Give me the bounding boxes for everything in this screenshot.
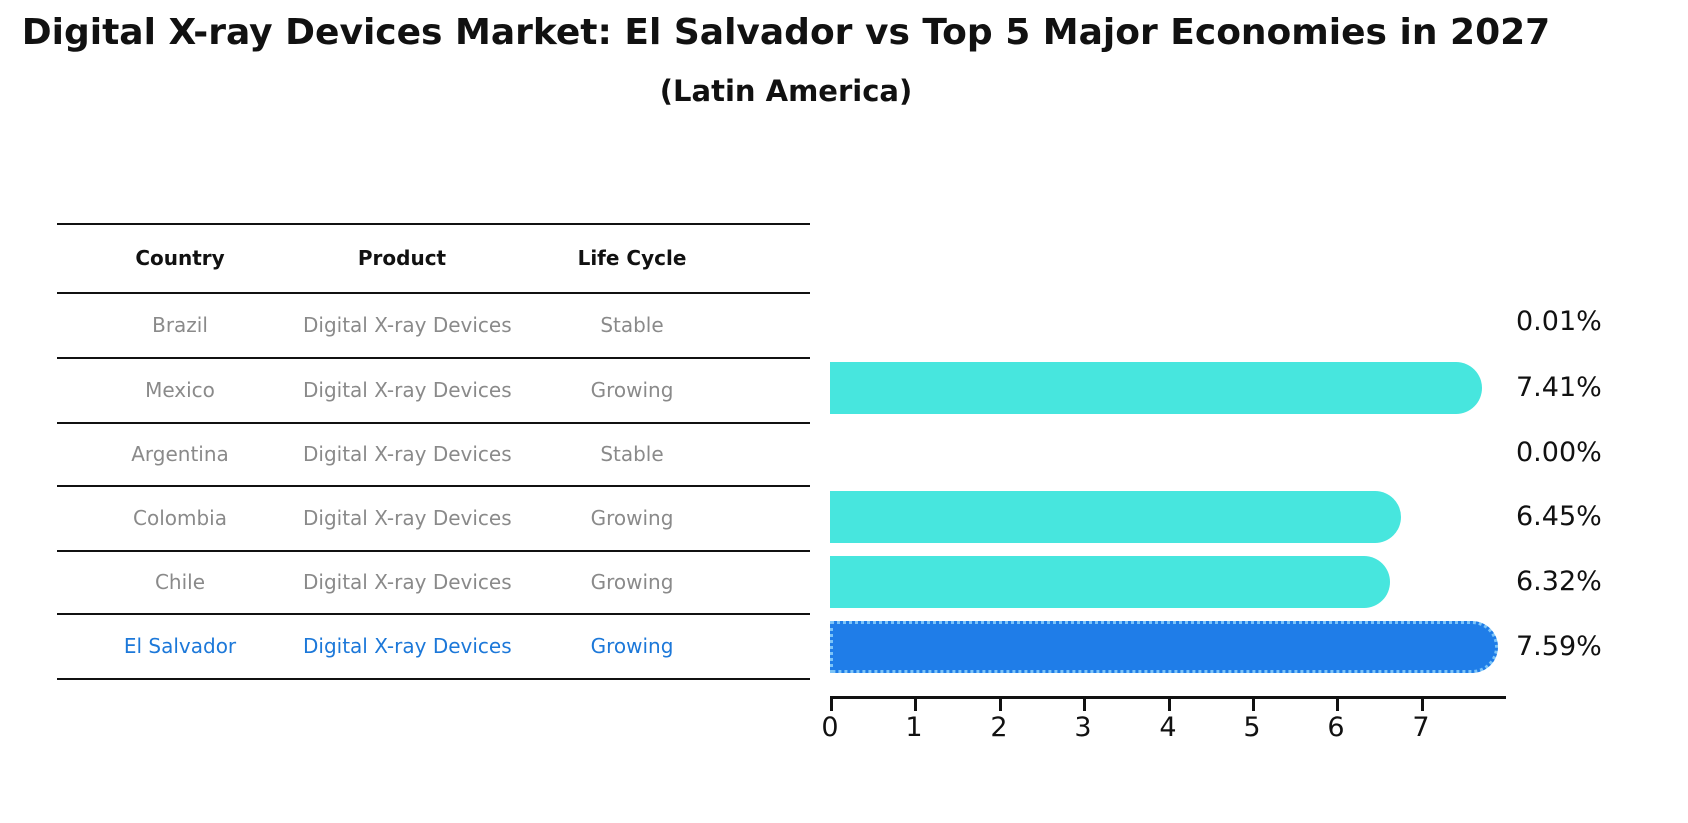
country-cell: Argentina [131,441,229,466]
table-row: Colombia Digital X-ray Devices Growing [57,485,810,550]
x-tick-label: 5 [1243,712,1261,743]
product-cell: Digital X-ray Devices [303,505,512,530]
table-rule [57,613,810,615]
column-header: Country [135,245,225,270]
table-rule [57,292,810,294]
table-rule [57,422,810,424]
table-rule [57,357,810,359]
life-cycle-cell: Growing [590,633,674,658]
x-tick-label: 1 [905,712,923,743]
x-tick-mark [999,699,1002,711]
x-tick-label: 2 [990,712,1008,743]
column-header: Life Cycle [577,245,687,270]
column-header: Product [357,245,447,270]
x-tick-mark [1252,699,1255,711]
life-cycle-cell: Stable [600,441,664,466]
table-rule [57,485,810,487]
table-row: El Salvador Digital X-ray Devices Growing [57,613,810,678]
x-tick-label: 6 [1327,712,1345,743]
value-label: 6.32% [1516,566,1602,597]
value-label: 6.45% [1516,501,1602,532]
product-cell: Digital X-ray Devices [303,633,512,658]
value-label: 0.00% [1516,437,1602,468]
product-cell: Digital X-ray Devices [303,569,512,594]
x-tick-mark [1336,699,1339,711]
country-table: Country Product Life Cycle Brazil Digital X-… [57,223,810,680]
x-tick-mark [1421,699,1424,711]
value-label: 7.59% [1516,631,1602,662]
life-cycle-cell: Growing [590,569,674,594]
country-cell: Chile [154,569,206,594]
value-bar [830,556,1390,608]
product-cell: Digital X-ray Devices [303,441,512,466]
x-axis-line [830,696,1506,699]
table-row: Brazil Digital X-ray Devices Stable [57,292,810,357]
chart-title: Digital X-ray Devices Market: El Salvado… [21,12,1551,53]
product-cell: Digital X-ray Devices [303,377,512,402]
table-header-row: Country Product Life Cycle [57,223,810,292]
x-tick-label: 4 [1159,712,1177,743]
table-rule [57,550,810,552]
country-cell: El Salvador [123,633,237,658]
value-bar [830,621,1498,673]
x-tick-mark [914,699,917,711]
country-cell: Colombia [133,505,227,530]
life-cycle-cell: Growing [590,505,674,530]
x-tick-label: 3 [1074,712,1092,743]
country-cell: Mexico [145,377,215,402]
life-cycle-cell: Stable [600,312,664,337]
product-cell: Digital X-ray Devices [303,312,512,337]
x-tick-mark [830,699,833,711]
country-cell: Brazil [152,312,208,337]
value-label: 0.01% [1516,306,1602,337]
chart-subtitle: (Latin America) [659,74,913,108]
x-tick-mark [1168,699,1171,711]
table-row: Argentina Digital X-ray Devices Stable [57,422,810,485]
x-tick-mark [1083,699,1086,711]
table-rule [57,678,810,680]
x-tick-label: 0 [821,712,839,743]
x-tick-label: 7 [1412,712,1430,743]
table-row: Mexico Digital X-ray Devices Growing [57,357,810,422]
value-label: 7.41% [1516,372,1602,403]
table-row: Chile Digital X-ray Devices Growing [57,550,810,613]
table-rule [57,223,810,225]
life-cycle-cell: Growing [590,377,674,402]
value-bar [830,362,1482,414]
value-bar [830,491,1401,543]
